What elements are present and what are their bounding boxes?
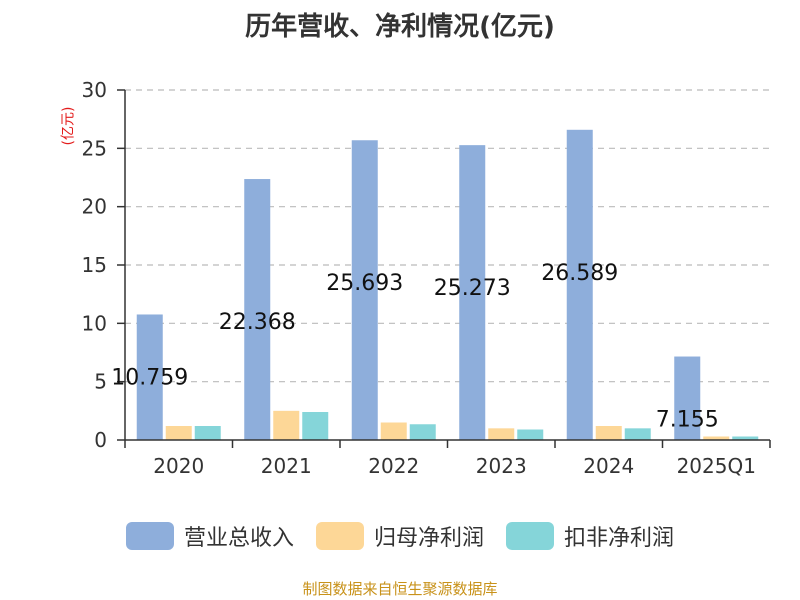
bar — [409, 424, 436, 440]
x-tick-label: 2025Q1 — [677, 454, 756, 478]
y-tick-label: 25 — [82, 136, 107, 160]
chart-title: 历年营收、净利情况(亿元) — [245, 12, 555, 42]
legend: 营业总收入 归母净利润 扣非净利润 — [0, 520, 800, 552]
bar — [302, 412, 329, 440]
data-label: 25.273 — [434, 276, 511, 301]
x-tick-label: 2021 — [261, 454, 312, 478]
bar — [459, 145, 486, 441]
bar — [674, 356, 701, 440]
x-tick-label: 2023 — [476, 454, 527, 478]
legend-item-net-profit[interactable]: 归母净利润 — [315, 520, 484, 552]
y-tick-label: 20 — [82, 195, 107, 219]
axes: 0 5 10 15 20 25 30 2020 2021 2022 2023 2024 2025Q1 — [82, 78, 771, 478]
legend-label-revenue: 营业总收入 — [183, 526, 294, 551]
legend-label-net-profit: 归母净利润 — [373, 526, 484, 551]
bar — [273, 410, 300, 440]
x-tick-label: 2024 — [583, 454, 634, 478]
bar — [136, 314, 163, 440]
data-label: 25.693 — [326, 271, 403, 296]
legend-label-deducted-net-profit: 扣非净利润 — [564, 526, 675, 551]
legend-item-revenue[interactable]: 营业总收入 — [125, 520, 294, 552]
legend-swatch-deducted-net-profit — [506, 522, 554, 550]
bar — [380, 422, 407, 440]
bar — [194, 426, 221, 440]
bar — [566, 129, 593, 441]
legend-swatch-net-profit — [315, 522, 364, 550]
bars — [136, 129, 759, 441]
y-tick-label: 30 — [82, 78, 107, 102]
bar — [351, 140, 378, 440]
legend-item-deducted-net-profit[interactable]: 扣非净利润 — [506, 520, 674, 552]
y-tick-label: 5 — [94, 370, 107, 394]
bar — [703, 436, 730, 440]
bar — [244, 179, 271, 441]
data-label: 26.589 — [541, 261, 618, 286]
y-tick-label: 0 — [94, 428, 107, 452]
data-labels: 10.759 22.368 25.693 25.273 26.589 7.155 — [111, 261, 718, 433]
legend-swatch-revenue — [125, 522, 174, 550]
data-source-note: 制图数据来自恒生聚源数据库 — [302, 580, 498, 598]
y-tick-label: 10 — [82, 311, 107, 335]
x-tick-label: 2022 — [368, 454, 419, 478]
bar — [595, 426, 622, 440]
data-label: 7.155 — [656, 408, 719, 433]
data-label: 10.759 — [111, 365, 188, 390]
bar — [165, 426, 192, 440]
bar — [624, 428, 651, 440]
bar — [732, 436, 759, 440]
bar — [488, 428, 515, 440]
y-tick-label: 15 — [82, 253, 107, 277]
bar — [517, 429, 544, 440]
data-label: 22.368 — [219, 310, 296, 335]
grid-lines — [125, 89, 770, 383]
x-tick-label: 2020 — [153, 454, 204, 478]
